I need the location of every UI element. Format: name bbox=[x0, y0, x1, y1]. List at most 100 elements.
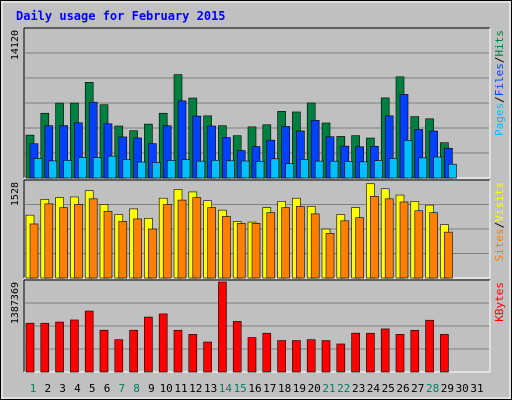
bar-kbytes-day-29 bbox=[440, 334, 448, 372]
bar-pages-day-29 bbox=[448, 164, 456, 178]
legend-entry-kbytes: KBytes bbox=[493, 282, 506, 322]
legend-kbytes: KBytes bbox=[493, 282, 506, 322]
x-tick-label-day-21: 21 bbox=[322, 382, 335, 395]
bar-pages-day-14 bbox=[226, 161, 234, 178]
bar-kbytes-day-11 bbox=[174, 330, 182, 372]
x-tick-label-day-23: 23 bbox=[352, 382, 365, 395]
bar-kbytes-day-16 bbox=[248, 338, 256, 372]
x-tick-label-day-24: 24 bbox=[367, 382, 381, 395]
x-tick-label-day-25: 25 bbox=[382, 382, 395, 395]
bar-sites-day-5 bbox=[89, 199, 97, 278]
bar-kbytes-day-19 bbox=[292, 341, 300, 372]
bar-pages-day-17 bbox=[271, 159, 279, 178]
bar-sites-day-17 bbox=[267, 213, 275, 278]
legend-separator: / bbox=[493, 222, 506, 229]
bar-pages-day-28 bbox=[434, 157, 442, 178]
x-tick-label-day-2: 2 bbox=[44, 382, 51, 395]
bar-kbytes-day-21 bbox=[322, 341, 330, 372]
x-tick-label-day-9: 9 bbox=[148, 382, 155, 395]
chart-title: Daily usage for February 2015 bbox=[16, 9, 226, 23]
bar-pages-day-12 bbox=[197, 161, 205, 178]
bar-kbytes-day-4 bbox=[70, 320, 78, 372]
x-tick-label-day-3: 3 bbox=[59, 382, 66, 395]
bar-sites-day-4 bbox=[74, 204, 82, 278]
bar-sites-day-12 bbox=[193, 198, 201, 278]
bar-kbytes-day-26 bbox=[396, 334, 404, 372]
x-tick-label-day-6: 6 bbox=[104, 382, 111, 395]
x-tick-label-day-31: 31 bbox=[470, 382, 483, 395]
bar-kbytes-day-12 bbox=[189, 334, 197, 372]
legend-separator: / bbox=[493, 96, 506, 103]
bar-kbytes-day-9 bbox=[144, 317, 152, 372]
bar-pages-day-20 bbox=[315, 161, 323, 178]
bar-pages-day-25 bbox=[389, 159, 397, 178]
bar-pages-day-22 bbox=[345, 161, 353, 178]
bar-pages-day-26 bbox=[404, 140, 412, 178]
legend-entry-sites: Sites bbox=[493, 228, 506, 261]
bar-sites-day-11 bbox=[178, 200, 186, 278]
bar-kbytes-day-17 bbox=[263, 333, 271, 372]
x-tick-label-day-29: 29 bbox=[441, 382, 454, 395]
bar-sites-day-3 bbox=[60, 208, 68, 278]
bar-kbytes-day-15 bbox=[233, 321, 241, 372]
bar-kbytes-day-18 bbox=[278, 341, 286, 372]
bar-pages-day-7 bbox=[123, 159, 131, 178]
bar-sites-day-8 bbox=[134, 219, 142, 278]
bar-kbytes-day-20 bbox=[307, 340, 315, 372]
x-tick-label-day-12: 12 bbox=[189, 382, 202, 395]
x-tick-label-day-5: 5 bbox=[89, 382, 96, 395]
x-tick-label-day-18: 18 bbox=[278, 382, 291, 395]
bar-kbytes-day-10 bbox=[159, 314, 167, 372]
bar-kbytes-day-27 bbox=[411, 330, 419, 372]
bar-sites-day-14 bbox=[222, 216, 230, 278]
bar-pages-day-16 bbox=[256, 161, 264, 178]
bar-kbytes-day-23 bbox=[352, 333, 360, 372]
bar-sites-day-1 bbox=[30, 224, 38, 278]
x-tick-label-day-10: 10 bbox=[160, 382, 173, 395]
bar-sites-day-18 bbox=[282, 208, 290, 278]
x-tick-label-day-1: 1 bbox=[30, 382, 37, 395]
bar-sites-day-25 bbox=[385, 199, 393, 278]
legend-entry-hits: Hits bbox=[493, 30, 506, 57]
bar-pages-day-24 bbox=[374, 161, 382, 178]
x-tick-label-day-27: 27 bbox=[411, 382, 424, 395]
bar-pages-day-23 bbox=[360, 162, 368, 178]
bar-sites-day-6 bbox=[104, 211, 112, 278]
x-tick-label-day-14: 14 bbox=[219, 382, 233, 395]
x-tick-label-day-30: 30 bbox=[456, 382, 469, 395]
bar-sites-day-20 bbox=[311, 214, 319, 278]
bar-kbytes-day-28 bbox=[426, 320, 434, 372]
x-tick-label-day-28: 28 bbox=[426, 382, 439, 395]
bar-pages-day-18 bbox=[286, 164, 294, 178]
x-tick-label-day-20: 20 bbox=[308, 382, 321, 395]
y-max-label-hits-files-pages: 14120 bbox=[10, 30, 21, 60]
bar-kbytes-day-2 bbox=[41, 323, 49, 372]
bar-sites-day-9 bbox=[148, 229, 156, 278]
bar-kbytes-day-24 bbox=[366, 333, 374, 372]
bar-pages-day-3 bbox=[64, 160, 72, 178]
bar-sites-day-24 bbox=[370, 196, 378, 278]
bar-sites-day-28 bbox=[430, 213, 438, 278]
bar-sites-day-29 bbox=[444, 232, 452, 278]
bar-sites-day-15 bbox=[237, 223, 245, 278]
legend-hits-files-pages: Pages/Files/Hits bbox=[493, 30, 506, 136]
bar-sites-day-19 bbox=[296, 206, 304, 278]
y-max-label-kbytes: 1387369 bbox=[10, 282, 21, 324]
x-tick-label-day-4: 4 bbox=[74, 382, 81, 395]
bar-sites-day-26 bbox=[400, 202, 408, 278]
bar-sites-day-10 bbox=[163, 204, 171, 278]
bar-sites-day-21 bbox=[326, 233, 334, 278]
bar-sites-day-2 bbox=[45, 204, 53, 278]
x-tick-label-day-11: 11 bbox=[174, 382, 187, 395]
bar-pages-day-19 bbox=[300, 159, 308, 178]
bar-pages-day-13 bbox=[212, 160, 220, 178]
bar-sites-day-16 bbox=[252, 223, 260, 278]
x-tick-label-day-15: 15 bbox=[234, 382, 247, 395]
bar-kbytes-day-8 bbox=[130, 330, 138, 372]
bar-pages-day-1 bbox=[34, 159, 42, 178]
bar-pages-day-15 bbox=[241, 161, 249, 178]
legend-separator: / bbox=[493, 57, 506, 64]
bar-sites-day-22 bbox=[341, 221, 349, 278]
y-max-label-visits-sites: 1528 bbox=[10, 182, 21, 206]
